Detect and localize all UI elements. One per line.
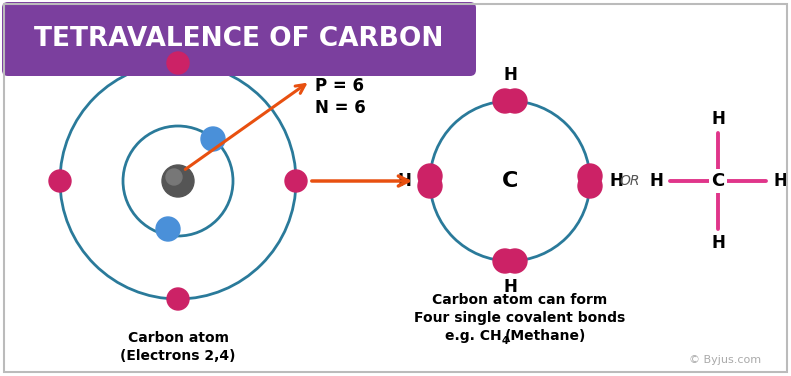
FancyBboxPatch shape — [2, 2, 476, 76]
Circle shape — [49, 170, 71, 192]
Circle shape — [418, 164, 442, 188]
Text: P = 6: P = 6 — [315, 77, 364, 95]
Circle shape — [285, 170, 307, 192]
Circle shape — [167, 52, 189, 74]
Text: OR: OR — [620, 174, 640, 188]
Circle shape — [167, 288, 189, 310]
Text: C: C — [711, 172, 725, 190]
Text: N = 6: N = 6 — [315, 99, 365, 117]
Circle shape — [418, 174, 442, 198]
Circle shape — [156, 217, 180, 241]
Text: (Electrons 2,4): (Electrons 2,4) — [120, 349, 236, 363]
Circle shape — [493, 249, 517, 273]
Circle shape — [503, 249, 527, 273]
Text: H: H — [711, 110, 725, 128]
Circle shape — [578, 164, 602, 188]
Text: H: H — [711, 234, 725, 252]
Text: Carbon atom can form: Carbon atom can form — [433, 293, 607, 307]
Circle shape — [493, 89, 517, 113]
Text: Four single covalent bonds: Four single covalent bonds — [414, 311, 626, 325]
Circle shape — [503, 89, 527, 113]
Text: TETRAVALENCE OF CARBON: TETRAVALENCE OF CARBON — [34, 26, 444, 52]
Text: H: H — [773, 172, 787, 190]
Text: H: H — [503, 66, 517, 84]
Text: C: C — [501, 171, 518, 191]
Text: 4: 4 — [502, 336, 509, 346]
Text: e.g. CH: e.g. CH — [445, 329, 502, 343]
Text: © Byjus.com: © Byjus.com — [689, 355, 761, 365]
Text: H: H — [649, 172, 663, 190]
Text: H: H — [503, 278, 517, 296]
Circle shape — [162, 165, 194, 197]
Text: (Methane): (Methane) — [505, 329, 586, 343]
Circle shape — [166, 169, 182, 185]
Text: H: H — [609, 172, 623, 190]
Circle shape — [201, 127, 225, 151]
Circle shape — [578, 174, 602, 198]
Text: H: H — [397, 172, 411, 190]
Text: Carbon atom: Carbon atom — [127, 331, 229, 345]
